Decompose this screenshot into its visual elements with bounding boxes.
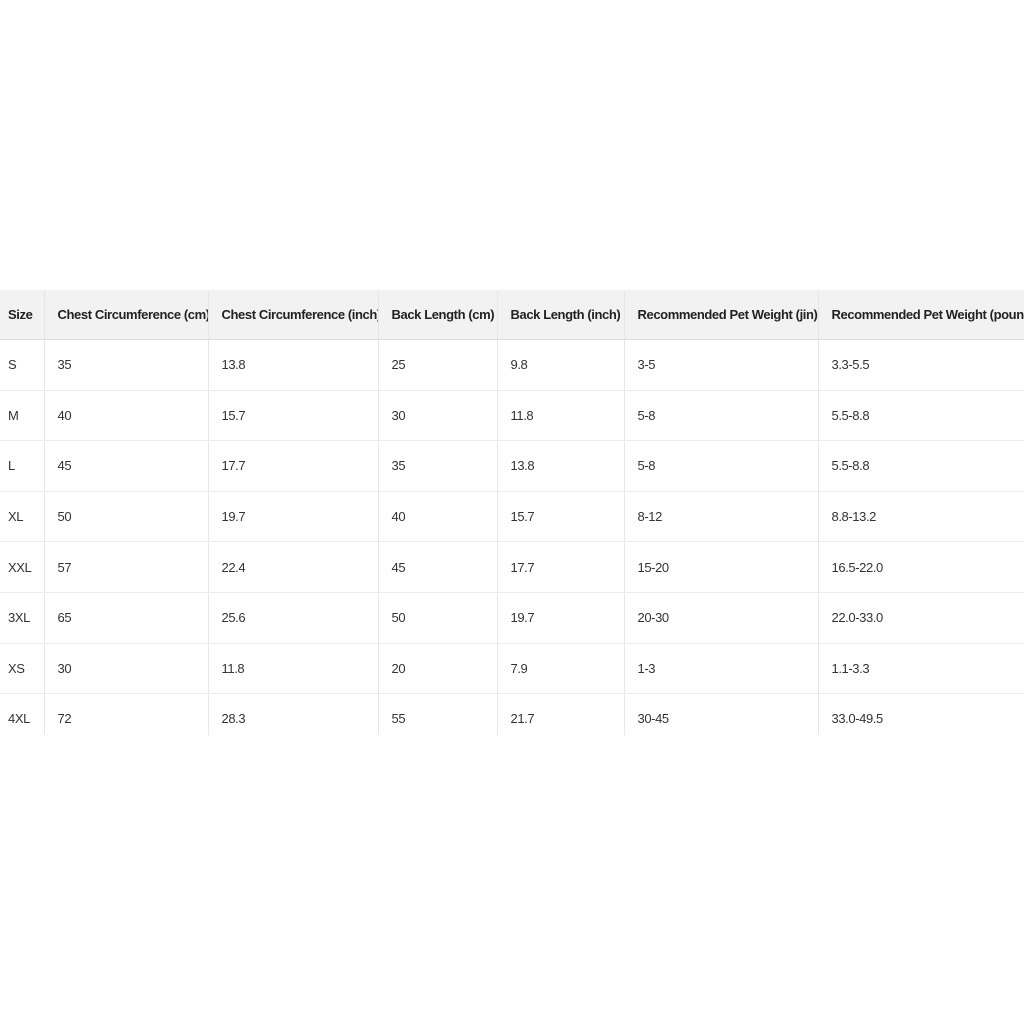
column-header: Recommended Pet Weight (jin) bbox=[624, 290, 819, 340]
table-header-row: Size Chest Circumference (cm) Chest Circum… bbox=[0, 290, 1024, 340]
table-cell: 28.3 bbox=[208, 693, 379, 735]
table-row: L 45 17.7 35 13.8 5-8 5.5-8.8 bbox=[0, 440, 1024, 492]
column-header: Back Length (cm) bbox=[378, 290, 498, 340]
table-cell: 15.7 bbox=[208, 390, 379, 442]
table-cell: 22.4 bbox=[208, 541, 379, 593]
table-cell: XS bbox=[0, 643, 45, 695]
table-cell: 11.8 bbox=[208, 643, 379, 695]
table-cell: 8-12 bbox=[624, 491, 819, 543]
table-cell: 7.9 bbox=[497, 643, 625, 695]
table-cell: 45 bbox=[378, 541, 498, 593]
table-cell: 30 bbox=[44, 643, 209, 695]
table-cell: XXL bbox=[0, 541, 45, 593]
table-row: XL 50 19.7 40 15.7 8-12 8.8-13.2 bbox=[0, 491, 1024, 543]
table-cell: 25 bbox=[378, 339, 498, 391]
table-cell: 50 bbox=[378, 592, 498, 644]
table-cell: 15.7 bbox=[497, 491, 625, 543]
table-cell: 20-30 bbox=[624, 592, 819, 644]
table-row: XS 30 11.8 20 7.9 1-3 1.1-3.3 bbox=[0, 643, 1024, 695]
table-cell: 8.8-13.2 bbox=[818, 491, 1024, 543]
table-cell: 11.8 bbox=[497, 390, 625, 442]
table-cell: 21.7 bbox=[497, 693, 625, 735]
table-cell: 17.7 bbox=[497, 541, 625, 593]
table-cell: 3XL bbox=[0, 592, 45, 644]
table-cell: 5.5-8.8 bbox=[818, 390, 1024, 442]
column-header: Recommended Pet Weight (pound) bbox=[818, 290, 1024, 340]
table-cell: 65 bbox=[44, 592, 209, 644]
table-cell: 33.0-49.5 bbox=[818, 693, 1024, 735]
column-header: Back Length (inch) bbox=[497, 290, 625, 340]
column-header: Chest Circumference (inch) bbox=[208, 290, 379, 340]
table-cell: L bbox=[0, 440, 45, 492]
table-cell: 72 bbox=[44, 693, 209, 735]
table-cell: 55 bbox=[378, 693, 498, 735]
table-cell: 40 bbox=[44, 390, 209, 442]
table-cell: 19.7 bbox=[208, 491, 379, 543]
table-cell: 20 bbox=[378, 643, 498, 695]
table-cell: 50 bbox=[44, 491, 209, 543]
table-cell: S bbox=[0, 339, 45, 391]
table-cell: 15-20 bbox=[624, 541, 819, 593]
table-cell: 45 bbox=[44, 440, 209, 492]
table-cell: 3-5 bbox=[624, 339, 819, 391]
table-cell: 16.5-22.0 bbox=[818, 541, 1024, 593]
table-cell: 19.7 bbox=[497, 592, 625, 644]
table-cell: XL bbox=[0, 491, 45, 543]
table-cell: 40 bbox=[378, 491, 498, 543]
table-cell: 35 bbox=[378, 440, 498, 492]
table-cell: 30 bbox=[378, 390, 498, 442]
table-cell: 5.5-8.8 bbox=[818, 440, 1024, 492]
table-row: M 40 15.7 30 11.8 5-8 5.5-8.8 bbox=[0, 390, 1024, 442]
table-cell: 4XL bbox=[0, 693, 45, 735]
table-row: 3XL 65 25.6 50 19.7 20-30 22.0-33.0 bbox=[0, 592, 1024, 644]
table-cell: 35 bbox=[44, 339, 209, 391]
table-cell: 9.8 bbox=[497, 339, 625, 391]
table-row: XXL 57 22.4 45 17.7 15-20 16.5-22.0 bbox=[0, 541, 1024, 593]
table-cell: 5-8 bbox=[624, 390, 819, 442]
table-row: S 35 13.8 25 9.8 3-5 3.3-5.5 bbox=[0, 339, 1024, 391]
table-cell: 17.7 bbox=[208, 440, 379, 492]
table-cell: 13.8 bbox=[208, 339, 379, 391]
table-cell: 22.0-33.0 bbox=[818, 592, 1024, 644]
table-cell: 30-45 bbox=[624, 693, 819, 735]
table-cell: 1.1-3.3 bbox=[818, 643, 1024, 695]
table-cell: 5-8 bbox=[624, 440, 819, 492]
size-table: Size Chest Circumference (cm) Chest Circum… bbox=[0, 290, 1024, 735]
table-cell: 25.6 bbox=[208, 592, 379, 644]
table-cell: 1-3 bbox=[624, 643, 819, 695]
table-cell: 13.8 bbox=[497, 440, 625, 492]
table-cell: 57 bbox=[44, 541, 209, 593]
column-header: Chest Circumference (cm) bbox=[44, 290, 209, 340]
size-chart: Size Chest Circumference (cm) Chest Circum… bbox=[0, 290, 1024, 735]
column-header: Size bbox=[0, 290, 45, 340]
table-row: 4XL 72 28.3 55 21.7 30-45 33.0-49.5 bbox=[0, 693, 1024, 735]
table-cell: M bbox=[0, 390, 45, 442]
table-cell: 3.3-5.5 bbox=[818, 339, 1024, 391]
